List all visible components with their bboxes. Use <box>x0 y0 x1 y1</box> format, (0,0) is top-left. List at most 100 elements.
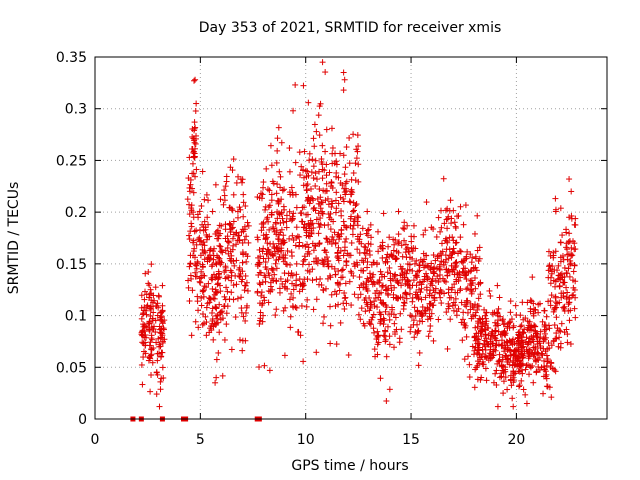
data-point <box>509 395 516 402</box>
data-point <box>292 191 299 198</box>
data-point <box>510 322 517 329</box>
data-point <box>192 269 199 276</box>
data-point <box>186 236 193 243</box>
data-point <box>366 320 373 327</box>
data-point <box>565 307 572 314</box>
data-point <box>316 224 323 231</box>
data-point <box>238 294 245 301</box>
data-point <box>494 310 501 317</box>
data-point <box>324 275 331 282</box>
data-point <box>406 290 413 297</box>
data-point <box>572 314 579 321</box>
data-point <box>341 171 348 178</box>
data-point <box>342 164 349 171</box>
data-point <box>392 331 399 338</box>
data-point <box>203 304 210 311</box>
data-point <box>487 355 494 362</box>
data-point <box>316 186 323 193</box>
data-point <box>386 234 393 241</box>
data-point <box>228 289 235 296</box>
data-point <box>347 191 354 198</box>
data-point <box>262 259 269 266</box>
data-point <box>553 330 560 337</box>
data-point <box>567 341 574 348</box>
data-point <box>153 339 160 346</box>
data-point <box>455 250 462 257</box>
data-point <box>418 296 425 303</box>
data-point <box>545 322 552 329</box>
data-point <box>325 211 332 218</box>
data-point <box>541 336 548 343</box>
data-point <box>292 242 299 249</box>
data-point <box>506 324 513 331</box>
data-point <box>278 245 285 252</box>
data-point <box>524 299 531 306</box>
data-point <box>385 243 392 250</box>
data-point <box>290 210 297 217</box>
data-point <box>276 285 283 292</box>
data-point <box>519 354 526 361</box>
data-point <box>530 379 537 386</box>
data-point <box>477 319 484 326</box>
data-point <box>519 299 526 306</box>
data-point <box>561 264 568 271</box>
data-point <box>147 355 154 362</box>
data-point <box>391 273 398 280</box>
data-point <box>421 308 428 315</box>
data-point <box>289 280 296 287</box>
data-point <box>550 252 557 259</box>
data-point <box>335 268 342 275</box>
data-point <box>366 270 373 277</box>
y-axis-label: SRMTID / TECUs <box>6 182 22 295</box>
data-point <box>444 239 451 246</box>
data-point <box>453 308 460 315</box>
data-point <box>215 349 222 356</box>
data-point <box>537 328 544 335</box>
data-point <box>310 163 317 170</box>
data-point <box>224 288 231 295</box>
data-point <box>453 278 460 285</box>
data-point <box>477 279 484 286</box>
data-point <box>216 255 223 262</box>
data-point <box>312 243 319 250</box>
data-point <box>572 278 579 285</box>
data-point <box>281 186 288 193</box>
data-point <box>198 302 205 309</box>
data-point <box>267 142 274 149</box>
data-point <box>270 225 277 232</box>
data-point <box>301 256 308 263</box>
data-point <box>529 336 536 343</box>
data-point <box>524 341 531 348</box>
data-point <box>151 297 158 304</box>
data-point <box>147 388 154 395</box>
data-point <box>470 304 477 311</box>
data-point <box>431 265 438 272</box>
data-point <box>469 343 476 350</box>
data-point <box>297 172 304 179</box>
data-point <box>277 275 284 282</box>
data-point <box>442 252 449 259</box>
data-point <box>236 273 243 280</box>
data-point <box>259 248 266 255</box>
data-point <box>196 275 203 282</box>
data-point <box>333 341 340 348</box>
data-point <box>503 338 510 345</box>
data-point <box>547 302 554 309</box>
data-point <box>147 352 154 359</box>
data-point <box>273 306 280 313</box>
data-point <box>433 233 440 240</box>
data-point <box>539 318 546 325</box>
data-point <box>293 260 300 267</box>
data-point <box>241 223 248 230</box>
y-tick-label: 0.35 <box>56 50 87 66</box>
data-point <box>413 294 420 301</box>
data-point <box>306 157 313 164</box>
data-point <box>222 221 229 228</box>
data-point <box>369 314 376 321</box>
data-point <box>336 236 343 243</box>
data-point <box>240 313 247 320</box>
data-point <box>488 330 495 337</box>
data-point <box>262 206 269 213</box>
data-point <box>288 290 295 297</box>
data-point <box>150 292 157 299</box>
